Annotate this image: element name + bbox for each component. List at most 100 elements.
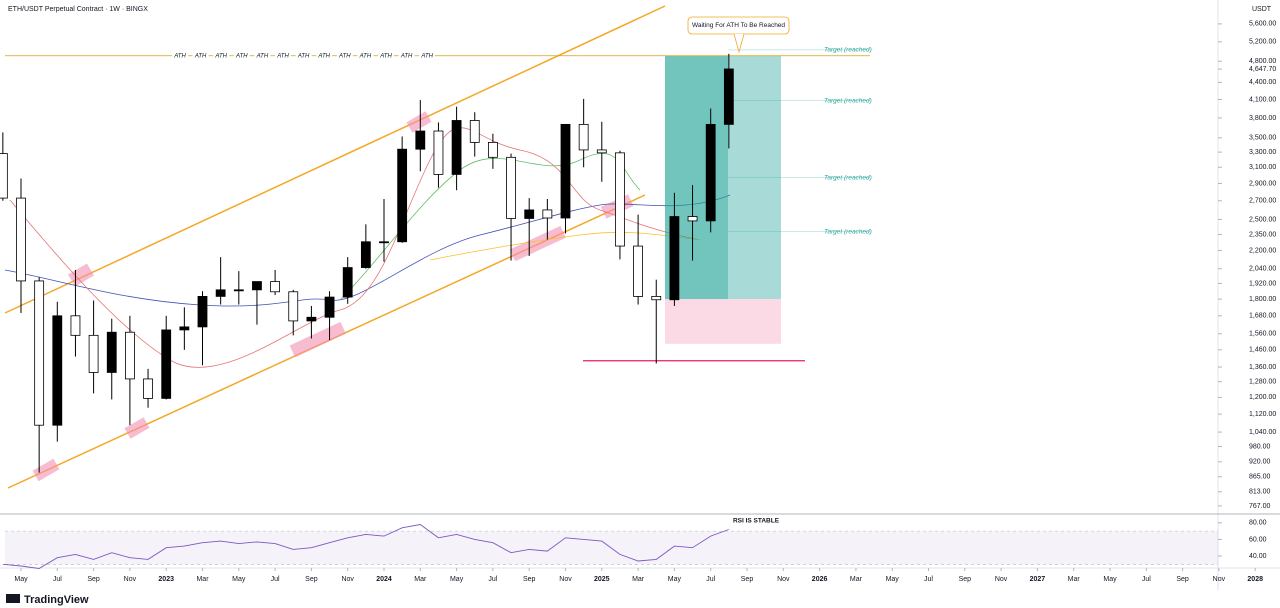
y-tick-label: 2,700.00: [1249, 198, 1276, 205]
rsi-tick-label: 40.00: [1249, 553, 1267, 560]
candle-body: [469, 120, 480, 143]
ath-label: ATH: [400, 53, 413, 59]
ath-label: ATH: [420, 53, 433, 59]
candle-body: [342, 267, 353, 298]
x-tick-label: Jul: [488, 576, 497, 583]
x-tick-label: 2026: [812, 576, 828, 583]
y-tick-label: 2,350.00: [1249, 231, 1276, 238]
candle-body: [487, 141, 498, 158]
y-tick-label: 2,200.00: [1249, 247, 1276, 254]
candle-body: [143, 378, 153, 399]
candle-body: [233, 289, 244, 292]
ath-label-bg: [398, 51, 415, 60]
x-tick-label: 2024: [376, 576, 392, 583]
x-tick-label: May: [886, 576, 900, 583]
candle-body: [723, 68, 734, 125]
ath-label-bg: [316, 51, 333, 60]
x-tick-label: Jul: [53, 576, 62, 583]
x-tick-label: Mar: [414, 576, 427, 583]
x-tick-label: 2028: [1247, 576, 1263, 583]
candle-body: [161, 329, 172, 399]
candle-body: [379, 241, 389, 244]
candle-body: [524, 209, 535, 219]
ath-label: ATH: [317, 53, 330, 59]
candle-body: [52, 315, 63, 426]
candle-body: [179, 326, 190, 331]
ath-label: ATH: [173, 53, 186, 59]
candle-body: [270, 281, 281, 293]
ath-label-bg: [192, 51, 209, 60]
y-tick-label: 767.00: [1249, 503, 1271, 510]
ath-label-bg: [336, 51, 353, 60]
y-tick-label: 1,680.00: [1249, 313, 1276, 320]
y-tick-label: 1,800.00: [1249, 296, 1276, 303]
ath-label: ATH: [214, 53, 227, 59]
y-tick-label: 2,500.00: [1249, 216, 1276, 223]
x-tick-label: Sep: [523, 576, 536, 583]
x-tick-label: May: [1103, 576, 1117, 583]
y-tick-label: 2,900.00: [1249, 180, 1276, 187]
currency: USDT: [1252, 6, 1272, 13]
y-tick-label: 3,100.00: [1249, 164, 1276, 171]
chart-title: ETH/USDT Perpetual Contract · 1W · BINGX: [8, 6, 148, 13]
candle-body: [651, 296, 662, 301]
x-tick-label: Nov: [1213, 576, 1226, 583]
candle-body: [306, 316, 317, 322]
ath-label-bg: [172, 51, 188, 60]
ath-label: ATH: [338, 53, 351, 59]
ath-label-bg: [378, 51, 394, 60]
ath-label-bg: [213, 51, 230, 60]
zone: [32, 458, 60, 482]
zone: [406, 111, 432, 133]
candle-body: [34, 280, 45, 426]
candle-body: [360, 241, 371, 268]
x-tick-label: Jul: [1142, 576, 1151, 583]
rsi-title: RSI IS STABLE: [733, 518, 780, 525]
target-label: Target (reached): [824, 174, 872, 181]
x-tick-label: Mar: [196, 576, 209, 583]
candle-body: [324, 296, 335, 318]
y-tick-label: 4,400.00: [1249, 79, 1276, 86]
candle-body: [560, 123, 571, 219]
x-tick-label: Jul: [271, 576, 280, 583]
x-tick-label: Mar: [1068, 576, 1081, 583]
x-tick-label: Mar: [850, 576, 863, 583]
candle-body: [88, 334, 99, 373]
y-tick-label: 980.00: [1249, 443, 1271, 450]
x-tick-label: 2027: [1030, 576, 1046, 583]
candle-body: [415, 130, 426, 150]
x-tick-label: Sep: [959, 576, 972, 583]
x-tick-label: Nov: [995, 576, 1008, 583]
candle-body: [397, 148, 408, 243]
y-tick-label: 2,040.00: [1249, 266, 1276, 273]
candle-body: [669, 216, 680, 301]
candle-body: [16, 197, 26, 282]
candle-body: [705, 123, 716, 222]
y-tick-label: 4,100.00: [1249, 96, 1276, 103]
profit-zone: [728, 55, 781, 300]
candle-body: [451, 120, 462, 175]
ath-label: ATH: [297, 53, 310, 59]
candle-body: [197, 296, 208, 328]
candle-body: [125, 331, 135, 380]
ath-label: ATH: [276, 53, 289, 59]
y-tick-label: 3,500.00: [1249, 135, 1276, 142]
zone: [289, 321, 346, 358]
ma-mid: [9, 127, 701, 368]
y-tick-label: 865.00: [1249, 474, 1271, 481]
x-tick-label: Jul: [924, 576, 933, 583]
y-tick-label: 4,800.00: [1249, 58, 1276, 65]
candle-body: [615, 152, 625, 247]
x-tick-label: May: [668, 576, 682, 583]
x-tick-label: Nov: [124, 576, 137, 583]
x-tick-label: May: [14, 576, 28, 583]
candle-body: [578, 123, 589, 151]
candle-body: [70, 315, 81, 336]
rsi-line: [2, 524, 729, 569]
ath-label-bg: [233, 51, 250, 60]
y-tick-label: 1,460.00: [1249, 347, 1276, 354]
callout-pointer: [733, 33, 745, 54]
ath-label: ATH: [256, 53, 269, 59]
